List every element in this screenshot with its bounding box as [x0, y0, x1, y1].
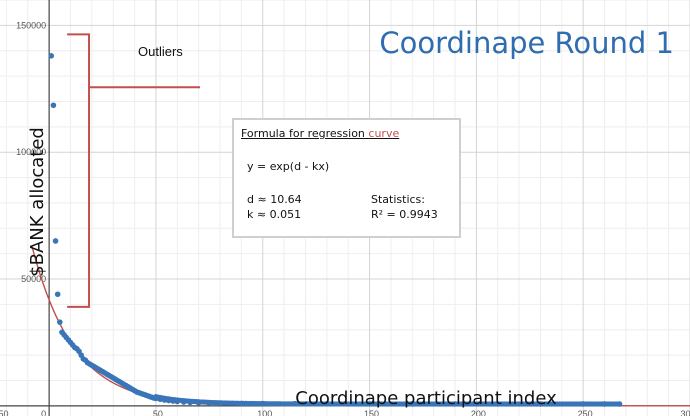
outliers-label: Outliers	[138, 44, 183, 59]
x-tick-label: 150	[364, 409, 379, 416]
y-tick-label: 50000	[21, 274, 46, 284]
regression-curve	[31, 246, 690, 407]
data-point	[50, 102, 57, 109]
data-point	[54, 291, 61, 298]
formula-title-text: Formula for regression	[241, 127, 365, 140]
data-point	[52, 238, 59, 244]
regression-formula-box: Formula for regression curve y = exp(d -…	[232, 118, 461, 238]
y-tick-label: 150000	[16, 20, 46, 30]
r-squared-value: R² = 0.9943	[371, 208, 438, 221]
parameter-d: d ≈ 10.64	[247, 193, 302, 206]
y-tick-label: 100000	[16, 147, 46, 157]
x-axis-title: Coordinape participant index	[295, 388, 557, 409]
regression-equation: y = exp(d - kx)	[247, 160, 330, 173]
formula-title-highlight: curve	[368, 127, 400, 140]
data-point	[616, 401, 623, 407]
chart-title: Coordinape Round 1	[379, 26, 674, 60]
outliers-annotation: Outliers	[67, 33, 200, 308]
x-tick-label: 300	[680, 409, 690, 416]
outliers-bracket	[67, 33, 91, 308]
y-axis-title: $BANK allocated	[27, 127, 48, 277]
x-tick-label: 200	[471, 409, 486, 416]
tick-labels: 0 50 100 150 200 250 -50 300 50000 100000 150000	[0, 20, 690, 416]
x-tick-label: 100	[257, 409, 272, 416]
data-points	[48, 53, 623, 407]
statistics-label: Statistics:	[371, 193, 425, 206]
x-tick-label: 0	[41, 409, 46, 416]
formula-title: Formula for regression curve	[241, 127, 399, 140]
parameter-k: k ≈ 0.051	[247, 208, 302, 221]
data-point	[57, 319, 63, 325]
x-tick-label: -50	[0, 409, 9, 416]
x-tick-label: 50	[153, 409, 163, 416]
data-point	[48, 53, 55, 59]
x-tick-label: 250	[578, 409, 593, 416]
